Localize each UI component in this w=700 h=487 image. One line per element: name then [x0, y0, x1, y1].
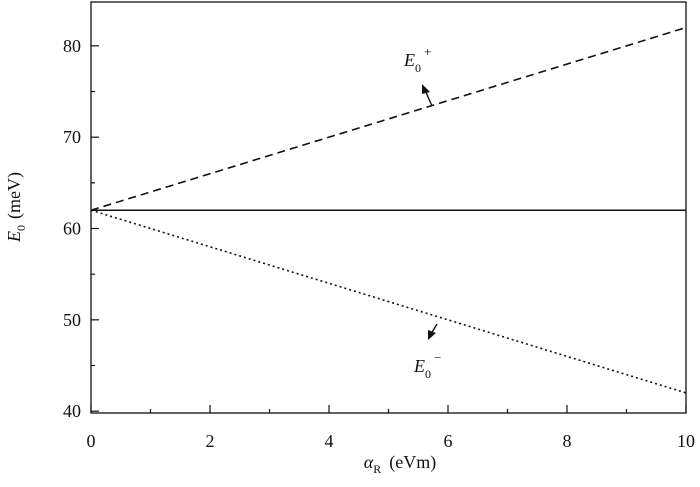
- annotation-sub: 0: [425, 367, 431, 381]
- y-label-symbol: E: [4, 231, 24, 243]
- x-tick-label: 8: [563, 431, 572, 451]
- series-line: [90, 26, 687, 212]
- y-label-sub: 0: [14, 225, 28, 231]
- annotation: E0+: [403, 44, 431, 75]
- x-tick-label: 4: [325, 431, 334, 451]
- annotation: E0−: [413, 350, 441, 381]
- y-tick-label: 40: [63, 401, 81, 421]
- x-label-unit: (eVm): [389, 452, 436, 473]
- plot-frame: [90, 1, 687, 414]
- y-tick-label: 80: [63, 36, 81, 56]
- x-label-sub: R: [373, 462, 381, 476]
- y-tick-label: 60: [63, 219, 81, 239]
- annotation-symbol: E: [403, 50, 415, 70]
- x-tick-label: 2: [206, 431, 215, 451]
- x-tick-label: 10: [677, 431, 695, 451]
- x-tick-label: 6: [444, 431, 453, 451]
- annotation-sub: 0: [415, 61, 421, 75]
- y-axis-label: E0 (meV): [4, 172, 28, 243]
- annotation-symbol: E: [413, 356, 425, 376]
- y-label-unit: (meV): [4, 172, 25, 219]
- annotation-sup: −: [434, 350, 441, 365]
- y-tick-label: 70: [63, 127, 81, 147]
- y-tick-label: 50: [63, 310, 81, 330]
- annotation-arrow: [422, 84, 433, 107]
- annotation-sup: +: [424, 44, 431, 59]
- x-label-symbol: α: [364, 452, 374, 472]
- x-tick-label: 0: [87, 431, 96, 451]
- annotation-arrow: [428, 323, 438, 340]
- x-axis-label: αR (eVm): [364, 452, 436, 476]
- series-line: [90, 209, 687, 394]
